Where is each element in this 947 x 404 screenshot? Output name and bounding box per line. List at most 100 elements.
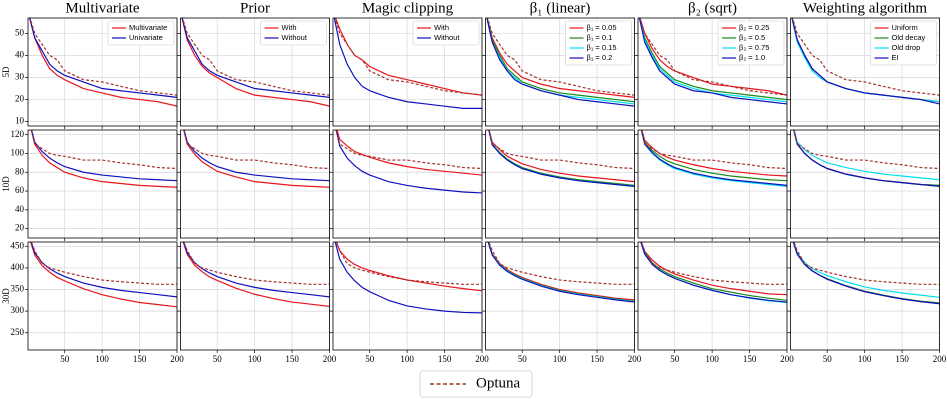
line [486,18,635,107]
panel [330,129,483,241]
y-tick-label: 300 [11,305,25,315]
x-tick-label: 150 [133,354,147,364]
panel [787,129,940,241]
panel-title: Multivariate [65,0,139,16]
line [29,18,177,107]
line [335,242,482,292]
panel-frame [27,129,178,239]
panel-frame [790,241,940,351]
line [639,18,787,96]
x-tick-label: 100 [248,354,262,364]
line [639,18,787,96]
line [181,18,330,98]
plot-area [640,242,787,304]
plot-area [791,18,940,105]
line [183,130,330,170]
plot-area [638,18,787,105]
line [640,242,787,303]
panel-title: Weighting algorithm [803,0,928,16]
line [335,130,482,170]
y-tick-label: 10 [15,116,25,126]
line [488,130,635,170]
x-tick-label: 50 [365,354,375,364]
x-tick-label: 100 [858,354,872,364]
y-tick-label: 450 [11,240,25,250]
plot-area [793,130,940,187]
panel-frame [180,241,330,351]
plot-area [30,130,177,188]
line [30,242,177,308]
panel-frame [485,241,635,351]
line [792,242,940,298]
x-tick-label: 150 [743,354,757,364]
legend-label: Without [282,33,308,42]
panel-frame [332,129,483,239]
legend-label: β₁ = 0.15 [587,43,617,52]
legend-label: β₂ = 1.0 [739,53,765,62]
panel: 50 100 150 200 250 300 350 400 450 30D [1,240,184,364]
panel-frame [790,17,940,127]
panel: 1020304050Multivariate5DMultivariateUniv… [1,0,178,129]
legend-label: Uniform [892,23,918,32]
y-tick-label: 50 [15,27,25,37]
y-tick-label: 250 [11,327,25,337]
plot-area [640,130,787,187]
x-tick-label: 200 [170,354,184,364]
x-tick-label: 150 [285,354,299,364]
x-tick-label: 200 [933,354,947,364]
line [793,130,940,170]
line [334,242,482,314]
y-tick-label: 20 [15,223,25,233]
x-tick-label: 100 [95,354,109,364]
line [335,130,482,194]
panel: 20 40 60 80 100 120 10D [1,129,178,241]
y-tick-label: 40 [15,50,25,60]
plot-area [29,18,177,107]
legend-label: β₁ = 0.1 [587,33,613,42]
y-tick-label: 100 [11,148,25,158]
y-tick-label: 60 [15,185,25,195]
line [334,18,482,96]
line [30,130,177,182]
panel-frame [485,129,635,239]
y-tick-label: 20 [15,94,25,104]
x-tick-label: 50 [60,354,70,364]
legend-box [717,20,785,66]
plot-area [487,242,635,303]
x-tick-label: 150 [438,354,452,364]
legend-label: EI [892,53,899,62]
legend-box [565,20,632,66]
line [183,130,330,182]
legend-box [107,20,175,46]
panel-frame [27,17,178,127]
panel: 50 100 150 200 [787,241,947,364]
panel [482,129,635,241]
line [182,242,330,298]
panel: 50 100 150 200 [330,241,489,364]
panel-frame [637,241,788,351]
line [640,242,787,285]
panel: 50 100 150 200 [177,241,337,364]
line [181,18,330,107]
y-axis-label: 30D [1,288,11,304]
line [29,18,177,98]
line [640,130,787,182]
panel-frame [180,129,330,239]
x-tick-label: 50 [670,354,680,364]
line [641,130,787,177]
plot-area [30,242,177,308]
x-tick-label: 200 [475,354,489,364]
panel-title: Prior [240,0,270,16]
line [333,18,482,109]
line [30,130,177,188]
line [183,130,330,188]
x-tick-label: 200 [323,354,337,364]
legend-label: Without [434,33,460,42]
panel [635,129,788,241]
legend-box [870,20,937,66]
